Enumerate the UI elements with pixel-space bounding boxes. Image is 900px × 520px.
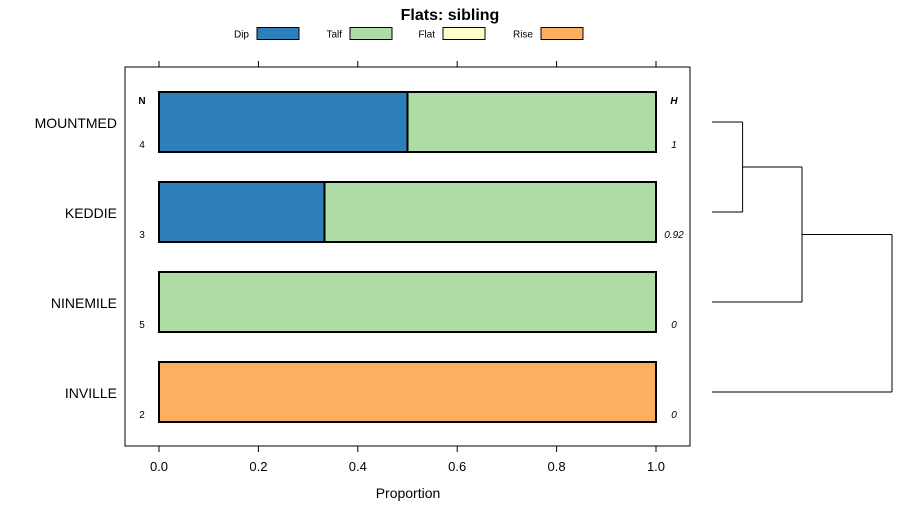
- dendrogram: [712, 121, 893, 393]
- x-tick-label: 0.8: [548, 459, 566, 474]
- legend-label-dip: Dip: [234, 30, 249, 41]
- n-value-keddie: 3: [139, 230, 145, 241]
- x-axis-title: Proportion: [376, 485, 441, 501]
- legend-label-talf: Talf: [326, 30, 342, 41]
- n-value-inville: 2: [139, 410, 145, 421]
- row-label-mountmed: MOUNTMED: [35, 115, 117, 131]
- h-value-inville: 0: [671, 410, 677, 421]
- legend-label-rise: Rise: [513, 30, 533, 41]
- legend-swatch-flat: [442, 27, 486, 40]
- bar-inville-rise: [158, 361, 657, 423]
- legend-swatch-rise: [540, 27, 584, 40]
- legend-label-flat: Flat: [418, 30, 435, 41]
- x-tick-label: 0.4: [349, 459, 367, 474]
- x-tick-label: 0.0: [150, 459, 168, 474]
- h-value-mountmed: 1: [671, 140, 677, 151]
- row-labels: MOUNTMED 4 1 KEDDIE 3 0.92 NINEMILE 5 0 INVILLE 2 0: [35, 115, 685, 421]
- legend-swatch-talf: [349, 27, 393, 40]
- row-label-keddie: KEDDIE: [65, 205, 117, 221]
- bar-keddie-talf: [323, 181, 657, 243]
- chart-title: Flats: sibling: [401, 7, 500, 24]
- row-label-inville: INVILLE: [65, 385, 117, 401]
- h-value-ninemile: 0: [671, 320, 677, 331]
- x-axis: 0.0 0.2 0.4 0.6 0.8 1.0: [150, 61, 665, 474]
- bar-ninemile-talf: [158, 271, 657, 333]
- legend: Dip Talf Flat Rise: [234, 27, 584, 41]
- n-value-mountmed: 4: [139, 140, 145, 151]
- bars: [158, 91, 657, 423]
- plot-frame: [124, 66, 691, 447]
- bar-mountmed-talf: [406, 91, 657, 153]
- legend-swatch-dip: [256, 27, 300, 40]
- row-label-ninemile: NINEMILE: [51, 295, 117, 311]
- bar-keddie-dip: [158, 181, 326, 243]
- x-tick-label: 0.2: [249, 459, 267, 474]
- h-header: H: [670, 96, 678, 107]
- bar-mountmed-dip: [158, 91, 409, 153]
- x-tick-label: 1.0: [647, 459, 665, 474]
- h-value-keddie: 0.92: [664, 230, 684, 241]
- n-value-ninemile: 5: [139, 320, 145, 331]
- n-header: N: [138, 96, 145, 107]
- x-tick-label: 0.6: [448, 459, 466, 474]
